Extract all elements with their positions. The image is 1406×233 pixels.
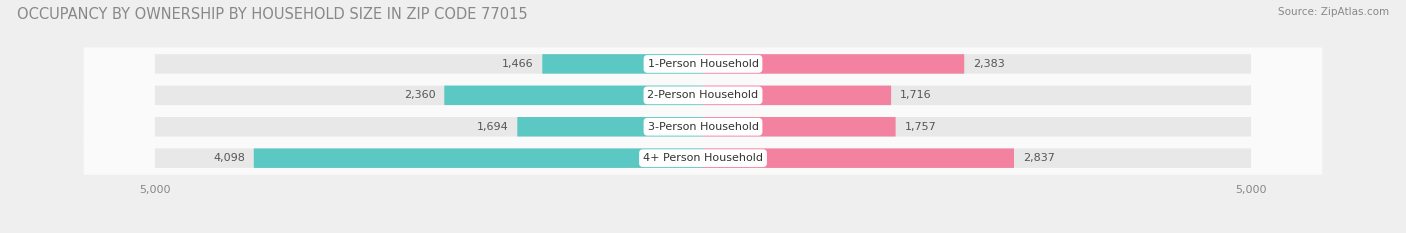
FancyBboxPatch shape <box>155 86 703 105</box>
Text: OCCUPANCY BY OWNERSHIP BY HOUSEHOLD SIZE IN ZIP CODE 77015: OCCUPANCY BY OWNERSHIP BY HOUSEHOLD SIZE… <box>17 7 527 22</box>
FancyBboxPatch shape <box>83 79 1323 112</box>
FancyBboxPatch shape <box>703 54 1251 74</box>
FancyBboxPatch shape <box>444 86 703 105</box>
FancyBboxPatch shape <box>83 142 1323 175</box>
FancyBboxPatch shape <box>703 54 965 74</box>
Text: 4,098: 4,098 <box>214 153 245 163</box>
Text: 1-Person Household: 1-Person Household <box>648 59 758 69</box>
FancyBboxPatch shape <box>155 117 703 137</box>
FancyBboxPatch shape <box>703 117 1251 137</box>
FancyBboxPatch shape <box>83 110 1323 143</box>
Text: 1,757: 1,757 <box>904 122 936 132</box>
FancyBboxPatch shape <box>517 117 703 137</box>
Text: 2,360: 2,360 <box>404 90 436 100</box>
Text: 2,837: 2,837 <box>1022 153 1054 163</box>
Text: 1,694: 1,694 <box>477 122 509 132</box>
FancyBboxPatch shape <box>703 117 896 137</box>
Text: 2,383: 2,383 <box>973 59 1005 69</box>
FancyBboxPatch shape <box>703 86 891 105</box>
FancyBboxPatch shape <box>83 47 1323 80</box>
FancyBboxPatch shape <box>155 148 703 168</box>
Text: 4+ Person Household: 4+ Person Household <box>643 153 763 163</box>
FancyBboxPatch shape <box>155 54 703 74</box>
FancyBboxPatch shape <box>703 148 1014 168</box>
Text: Source: ZipAtlas.com: Source: ZipAtlas.com <box>1278 7 1389 17</box>
Text: 2-Person Household: 2-Person Household <box>647 90 759 100</box>
Text: 1,466: 1,466 <box>502 59 533 69</box>
Text: 3-Person Household: 3-Person Household <box>648 122 758 132</box>
FancyBboxPatch shape <box>253 148 703 168</box>
FancyBboxPatch shape <box>703 86 1251 105</box>
FancyBboxPatch shape <box>703 148 1251 168</box>
Text: 1,716: 1,716 <box>900 90 932 100</box>
FancyBboxPatch shape <box>543 54 703 74</box>
